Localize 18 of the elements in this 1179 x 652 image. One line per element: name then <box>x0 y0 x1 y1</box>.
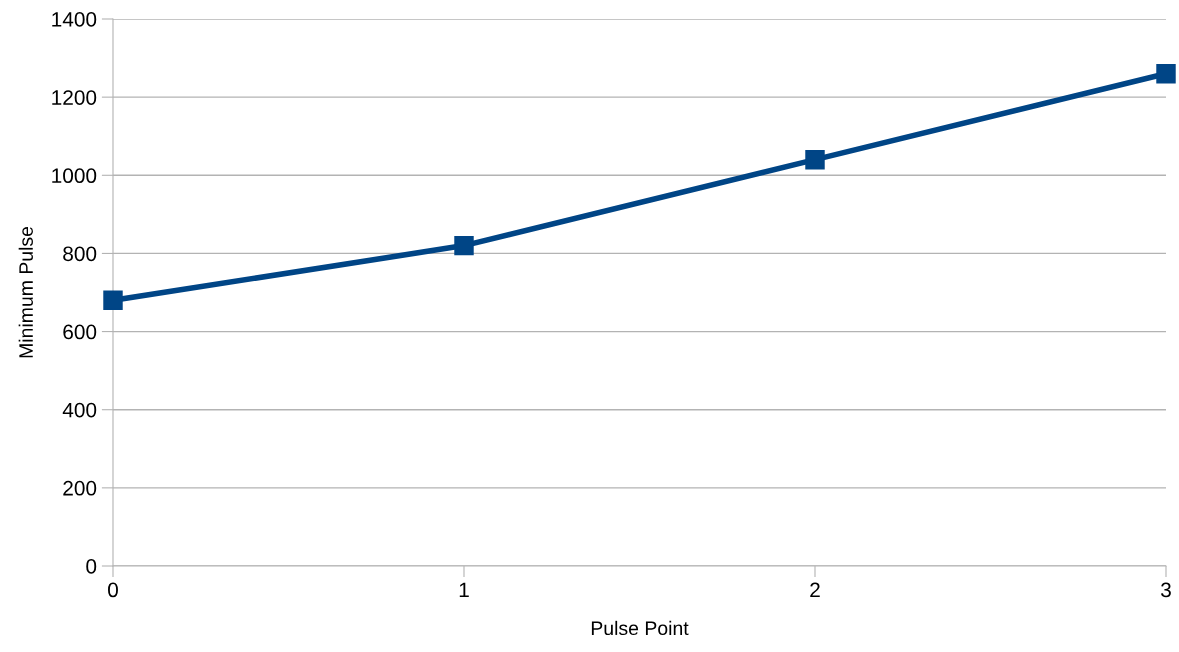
y-tick-label: 200 <box>63 480 97 496</box>
y-tick-label: 600 <box>63 324 97 340</box>
y-tick-label: 0 <box>86 559 97 574</box>
y-axis-title: Minimum Pulse <box>18 226 33 358</box>
y-tick-label: 400 <box>62 402 97 418</box>
point <box>103 290 123 311</box>
y-tick-label: 1200 <box>52 90 97 105</box>
x-tick-label: 0 <box>108 582 118 598</box>
y-tick-label: 800 <box>63 246 97 262</box>
x-axis-title: Pulse Point <box>591 620 689 636</box>
y-tick-label: 1000 <box>52 168 97 184</box>
x-tick-label: 1 <box>459 582 469 598</box>
point <box>1156 63 1176 84</box>
x-tick-label: 2 <box>810 582 820 598</box>
point <box>805 149 825 170</box>
point <box>454 235 474 256</box>
y-tick-label: 1400 <box>52 12 97 27</box>
x-tick-label: 3 <box>1161 582 1171 598</box>
